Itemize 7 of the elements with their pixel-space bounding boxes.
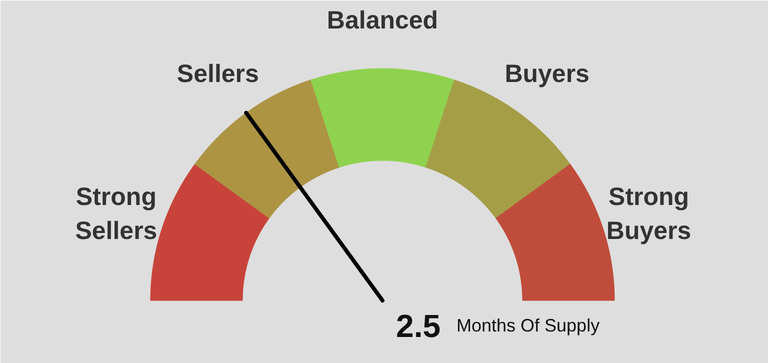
text: 2.5 — [396, 308, 440, 344]
text: Months Of Supply — [456, 316, 600, 336]
slice-label: Strong Buyers — [606, 183, 692, 245]
slice-label: Sellers — [176, 60, 259, 88]
slice-label: Buyers — [504, 60, 590, 88]
slice-label: Balanced — [326, 6, 438, 34]
slice-label: Strong Sellers — [75, 183, 158, 245]
